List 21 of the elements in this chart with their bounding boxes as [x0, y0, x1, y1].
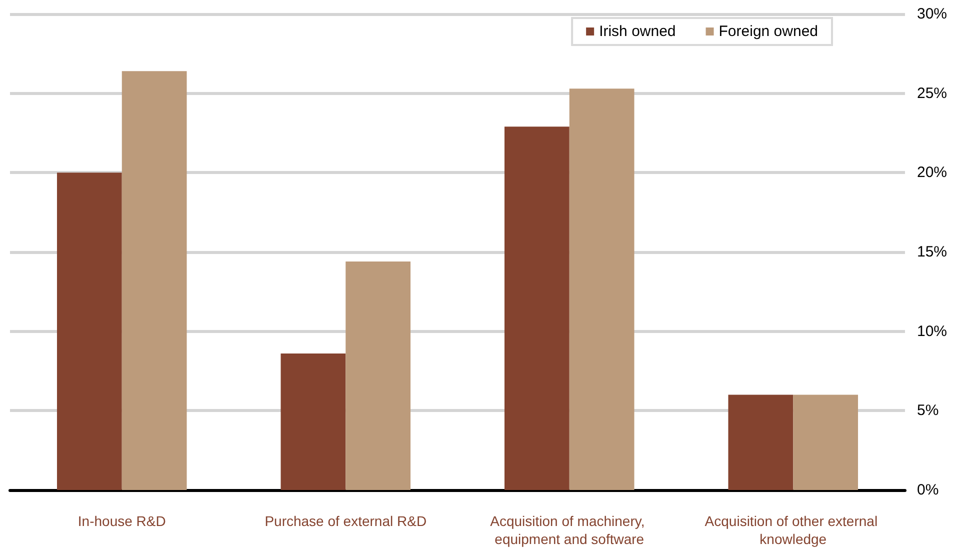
x-tick-label: In-house R&D — [78, 513, 166, 529]
bar — [504, 126, 570, 490]
x-tick-label: Purchase of external R&D — [264, 513, 427, 529]
bar — [122, 71, 187, 490]
bar — [569, 88, 634, 490]
y-tick-label: 25% — [917, 84, 948, 102]
y-tick-label: 10% — [917, 322, 948, 340]
y-tick-label: 30% — [917, 6, 948, 22]
x-tick-label: Acquisition of other external knowledge — [704, 513, 882, 547]
bar — [346, 262, 411, 490]
legend-label: Foreign owned — [718, 23, 818, 40]
bar — [280, 354, 346, 490]
x-tick-label: Acquisition of machinery, equipment and software — [490, 513, 649, 547]
bar — [728, 394, 794, 490]
y-tick-label: 0% — [917, 482, 939, 498]
y-tick-label: 5% — [917, 402, 939, 420]
bar — [793, 394, 858, 490]
y-tick-label: 15% — [917, 244, 948, 260]
y-tick-label: 20% — [917, 164, 948, 182]
legend-label: Irish owned — [599, 23, 676, 40]
bar — [56, 172, 122, 490]
